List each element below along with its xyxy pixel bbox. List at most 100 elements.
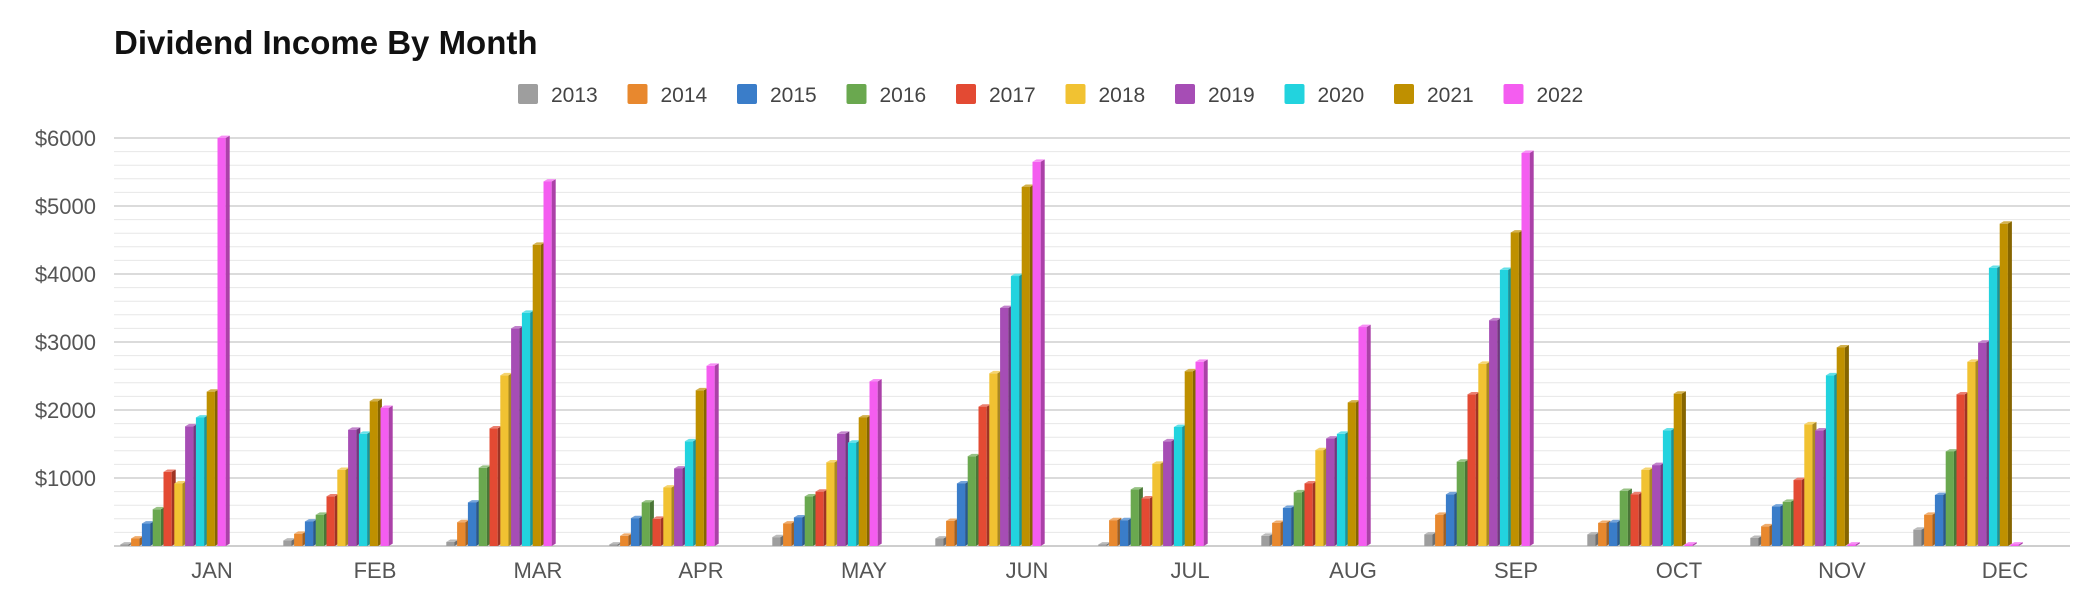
bar-jan-2021 [206, 389, 219, 546]
bar-mar-2021 [532, 242, 545, 547]
bar-oct-2019 [1652, 462, 1665, 546]
legend-item-2016: 2016 [846, 84, 927, 107]
legend-label: 2016 [880, 84, 927, 107]
bar-may-2020 [847, 440, 861, 546]
bar-oct-2016 [1619, 488, 1632, 546]
bar-sep-2017 [1467, 391, 1480, 546]
bar-apr-2021 [695, 387, 708, 546]
bar-jun-2017 [978, 404, 991, 546]
grid-layer [114, 137, 2070, 547]
bar-mar-2017 [489, 425, 502, 546]
bar-dec-2013 [1913, 527, 1926, 546]
bar-mar-2013 [446, 539, 459, 546]
bar-oct-2013 [1587, 532, 1600, 546]
x-tick-layer: JAN FEB MAR APR MAY JUN JUL AUG SEP OCT NOV DEC [191, 558, 2028, 583]
bar-aug-2022 [1358, 324, 1371, 546]
bar-may-2013 [772, 534, 785, 546]
bar-sep-2021 [1510, 230, 1523, 546]
legend-label: 2021 [1427, 84, 1474, 107]
legend-label: 2017 [989, 84, 1036, 107]
bar-mar-2019 [511, 326, 524, 546]
legend-item-2022: 2022 [1503, 84, 1583, 107]
bar-mar-2018 [500, 372, 513, 546]
bar-nov-2015 [1771, 504, 1785, 546]
bar-jun-2020 [1010, 273, 1024, 546]
bar-jul-2017 [1141, 496, 1154, 546]
bar-feb-2021 [369, 398, 382, 546]
x-tick-label: MAR [514, 558, 563, 583]
legend-item-2014: 2014 [627, 84, 708, 107]
x-tick-label: AUG [1329, 558, 1377, 583]
bar-apr-2016 [641, 500, 654, 546]
bar-mar-2022 [543, 179, 556, 546]
legend-label: 2014 [661, 84, 708, 107]
legend-swatch [627, 84, 648, 104]
bar-jul-2014 [1109, 517, 1122, 546]
legend-swatch [1284, 84, 1305, 104]
bar-mar-2020 [521, 310, 535, 546]
bar-may-2018 [826, 459, 839, 546]
bar-dec-2020 [1988, 265, 2002, 546]
bar-jul-2016 [1130, 487, 1143, 546]
bar-nov-2022 [1847, 542, 1860, 546]
legend-swatch [1065, 84, 1086, 104]
bar-dec-2017 [1956, 391, 1969, 546]
bar-feb-2020 [358, 431, 372, 546]
bar-dec-2016 [1945, 449, 1958, 546]
y-tick-label: $4000 [35, 262, 96, 287]
legend-swatch [846, 84, 867, 104]
bar-feb-2018 [337, 467, 350, 546]
bar-apr-2014 [620, 533, 633, 546]
y-tick-label: $5000 [35, 194, 96, 219]
bar-oct-2020 [1662, 428, 1676, 546]
bar-jul-2018 [1152, 461, 1165, 546]
bar-aug-2013 [1261, 533, 1274, 546]
bar-nov-2017 [1793, 477, 1806, 546]
bar-mar-2016 [478, 465, 491, 546]
legend-item-2015: 2015 [737, 84, 817, 107]
y-tick-label: $1000 [35, 466, 96, 491]
bar-dec-2019 [1978, 340, 1991, 546]
y-tick-label: $6000 [35, 126, 96, 151]
bar-apr-2020 [684, 438, 698, 546]
bar-dec-2015 [1934, 492, 1948, 546]
bar-aug-2015 [1282, 505, 1296, 546]
bar-jun-2014 [946, 518, 959, 546]
legend-item-2019: 2019 [1175, 84, 1255, 107]
bar-mar-2015 [467, 500, 481, 546]
bar-jun-2015 [956, 481, 970, 546]
legend-swatch [1394, 84, 1414, 104]
bar-jan-2019 [185, 423, 198, 546]
bar-sep-2022 [1521, 150, 1534, 546]
bar-may-2015 [793, 515, 807, 546]
bar-feb-2014 [294, 531, 307, 546]
bar-oct-2018 [1641, 467, 1654, 546]
bar-jul-2015 [1119, 517, 1133, 546]
bar-sep-2013 [1424, 532, 1437, 546]
bar-oct-2015 [1608, 519, 1622, 546]
x-tick-label: DEC [1982, 558, 2029, 583]
bar-feb-2019 [348, 427, 361, 546]
bar-jun-2019 [1000, 305, 1013, 546]
bar-may-2017 [815, 489, 828, 546]
bar-aug-2016 [1293, 489, 1306, 546]
bar-dec-2014 [1924, 512, 1937, 546]
bar-apr-2017 [652, 516, 665, 546]
x-tick-label: JAN [191, 558, 233, 583]
y-tick-layer: $1000 $2000 $3000 $4000 $5000 $6000 [35, 126, 96, 491]
bar-jul-2020 [1173, 424, 1187, 546]
legend-item-2020: 2020 [1284, 84, 1364, 107]
bar-apr-2019 [674, 466, 687, 546]
legend-swatch [1175, 84, 1195, 104]
legend-swatch [518, 84, 538, 104]
bar-aug-2018 [1315, 447, 1328, 546]
bar-aug-2020 [1336, 431, 1350, 546]
bar-may-2014 [783, 521, 796, 546]
bar-feb-2017 [326, 493, 339, 546]
legend: 2013 2014 2015 2016 2017 2018 2019 2020 2021 2022 [518, 84, 1583, 107]
y-tick-label: $3000 [35, 330, 96, 355]
bar-jan-2018 [174, 481, 187, 546]
y-tick-label: $2000 [35, 398, 96, 423]
bar-jan-2017 [163, 469, 176, 546]
